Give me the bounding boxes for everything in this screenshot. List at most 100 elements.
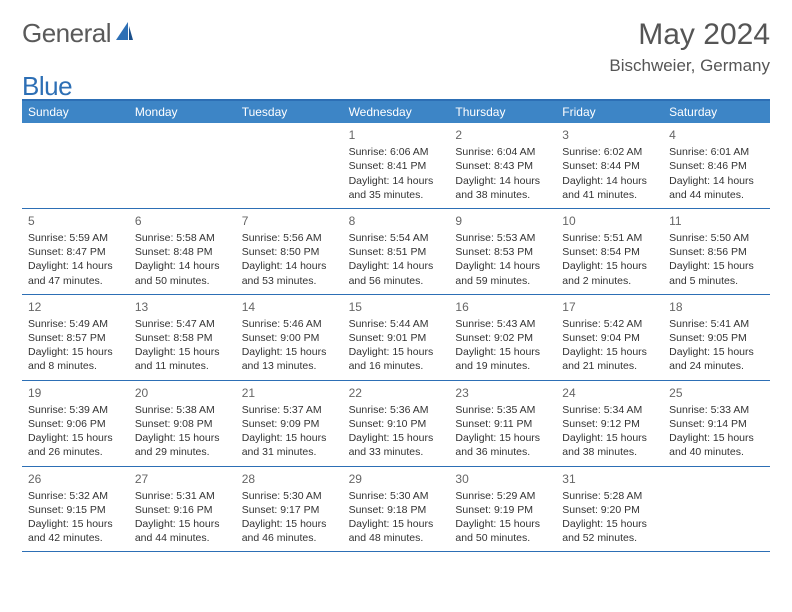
sunset-text: Sunset: 9:19 PM — [455, 503, 550, 517]
day-number: 29 — [349, 471, 444, 487]
sunset-text: Sunset: 9:02 PM — [455, 331, 550, 345]
sunrise-text: Sunrise: 5:32 AM — [28, 489, 123, 503]
day-cell: 7Sunrise: 5:56 AMSunset: 8:50 PMDaylight… — [236, 209, 343, 294]
daylight-text: Daylight: 15 hours — [455, 345, 550, 359]
daylight-text: and 24 minutes. — [669, 359, 764, 373]
location: Bischweier, Germany — [609, 56, 770, 76]
logo-text-blue: Blue — [22, 71, 72, 102]
sunrise-text: Sunrise: 5:34 AM — [562, 403, 657, 417]
weekday-label: Tuesday — [236, 101, 343, 123]
day-cell: 16Sunrise: 5:43 AMSunset: 9:02 PMDayligh… — [449, 295, 556, 380]
day-cell: 24 Sunrise: 5:34 AMSunset: 9:12 PMDayligh… — [556, 381, 663, 466]
daylight-text: Daylight: 15 hours — [135, 517, 230, 531]
week-row: 19Sunrise: 5:39 AMSunset: 9:06 PMDayligh… — [22, 381, 770, 467]
day-cell-empty — [236, 123, 343, 208]
sunrise-text: Sunrise: 5:42 AM — [562, 317, 657, 331]
daylight-text: Daylight: 14 hours — [349, 174, 444, 188]
sunrise-text: Sunrise: 5:50 AM — [669, 231, 764, 245]
sunrise-text: Sunrise: 5:28 AM — [562, 489, 657, 503]
sunrise-text: Sunrise: 5:59 AM — [28, 231, 123, 245]
weekday-label: Wednesday — [343, 101, 450, 123]
weekday-label: Monday — [129, 101, 236, 123]
daylight-text: Daylight: 15 hours — [562, 431, 657, 445]
daylight-text: Daylight: 14 hours — [28, 259, 123, 273]
day-number: 19 — [28, 385, 123, 401]
sunrise-text: Sunrise: 5:51 AM — [562, 231, 657, 245]
day-number: 30 — [455, 471, 550, 487]
day-number: 9 — [455, 213, 550, 229]
day-number: 23 — [455, 385, 550, 401]
week-row: 5Sunrise: 5:59 AMSunset: 8:47 PMDaylight… — [22, 209, 770, 295]
daylight-text: Daylight: 15 hours — [349, 345, 444, 359]
daylight-text: and 59 minutes. — [455, 274, 550, 288]
daylight-text: Daylight: 15 hours — [455, 431, 550, 445]
sunset-text: Sunset: 8:53 PM — [455, 245, 550, 259]
sunset-text: Sunset: 8:46 PM — [669, 159, 764, 173]
day-number: 15 — [349, 299, 444, 315]
daylight-text: Daylight: 15 hours — [669, 431, 764, 445]
day-number: 2 — [455, 127, 550, 143]
daylight-text: Daylight: 15 hours — [242, 431, 337, 445]
day-cell: 25Sunrise: 5:33 AMSunset: 9:14 PMDayligh… — [663, 381, 770, 466]
day-number: 11 — [669, 213, 764, 229]
day-number: 22 — [349, 385, 444, 401]
day-number: 8 — [349, 213, 444, 229]
daylight-text: and 44 minutes. — [135, 531, 230, 545]
day-cell: 21Sunrise: 5:37 AMSunset: 9:09 PMDayligh… — [236, 381, 343, 466]
weekday-label: Saturday — [663, 101, 770, 123]
daylight-text: Daylight: 15 hours — [135, 431, 230, 445]
daylight-text: Daylight: 15 hours — [562, 259, 657, 273]
daylight-text: Daylight: 15 hours — [562, 517, 657, 531]
day-cell: 9Sunrise: 5:53 AMSunset: 8:53 PMDaylight… — [449, 209, 556, 294]
weekday-label: Thursday — [449, 101, 556, 123]
daylight-text: and 2 minutes. — [562, 274, 657, 288]
daylight-text: Daylight: 14 hours — [669, 174, 764, 188]
logo: General — [22, 18, 136, 49]
sunset-text: Sunset: 8:51 PM — [349, 245, 444, 259]
day-cell: 17Sunrise: 5:42 AMSunset: 9:04 PMDayligh… — [556, 295, 663, 380]
day-cell: 30Sunrise: 5:29 AMSunset: 9:19 PMDayligh… — [449, 467, 556, 552]
day-number: 24 — [562, 385, 657, 401]
daylight-text: and 13 minutes. — [242, 359, 337, 373]
daylight-text: Daylight: 14 hours — [562, 174, 657, 188]
sunset-text: Sunset: 9:00 PM — [242, 331, 337, 345]
sail-icon — [114, 20, 134, 47]
sunset-text: Sunset: 8:57 PM — [28, 331, 123, 345]
sunrise-text: Sunrise: 5:37 AM — [242, 403, 337, 417]
sunset-text: Sunset: 9:09 PM — [242, 417, 337, 431]
daylight-text: and 50 minutes. — [455, 531, 550, 545]
sunset-text: Sunset: 8:56 PM — [669, 245, 764, 259]
day-cell: 11Sunrise: 5:50 AMSunset: 8:56 PMDayligh… — [663, 209, 770, 294]
sunrise-text: Sunrise: 5:39 AM — [28, 403, 123, 417]
sunrise-text: Sunrise: 6:06 AM — [349, 145, 444, 159]
sunset-text: Sunset: 9:10 PM — [349, 417, 444, 431]
sunrise-text: Sunrise: 5:54 AM — [349, 231, 444, 245]
month-title: May 2024 — [609, 18, 770, 52]
day-number: 12 — [28, 299, 123, 315]
sunrise-text: Sunrise: 5:46 AM — [242, 317, 337, 331]
sunset-text: Sunset: 9:12 PM — [562, 417, 657, 431]
day-number: 10 — [562, 213, 657, 229]
sunset-text: Sunset: 8:54 PM — [562, 245, 657, 259]
daylight-text: Daylight: 15 hours — [135, 345, 230, 359]
daylight-text: and 53 minutes. — [242, 274, 337, 288]
day-cell-empty — [129, 123, 236, 208]
day-cell: 4Sunrise: 6:01 AMSunset: 8:46 PMDaylight… — [663, 123, 770, 208]
daylight-text: and 46 minutes. — [242, 531, 337, 545]
daylight-text: and 38 minutes. — [562, 445, 657, 459]
sunset-text: Sunset: 9:05 PM — [669, 331, 764, 345]
daylight-text: and 33 minutes. — [349, 445, 444, 459]
sunset-text: Sunset: 8:47 PM — [28, 245, 123, 259]
daylight-text: and 8 minutes. — [28, 359, 123, 373]
day-cell: 29Sunrise: 5:30 AMSunset: 9:18 PMDayligh… — [343, 467, 450, 552]
day-cell: 6Sunrise: 5:58 AMSunset: 8:48 PMDaylight… — [129, 209, 236, 294]
daylight-text: Daylight: 15 hours — [28, 345, 123, 359]
daylight-text: Daylight: 14 hours — [349, 259, 444, 273]
day-cell: 1Sunrise: 6:06 AMSunset: 8:41 PMDaylight… — [343, 123, 450, 208]
daylight-text: and 56 minutes. — [349, 274, 444, 288]
daylight-text: and 35 minutes. — [349, 188, 444, 202]
day-number: 1 — [349, 127, 444, 143]
day-number: 27 — [135, 471, 230, 487]
day-cell: 8 Sunrise: 5:54 AMSunset: 8:51 PMDaylight… — [343, 209, 450, 294]
day-number: 4 — [669, 127, 764, 143]
